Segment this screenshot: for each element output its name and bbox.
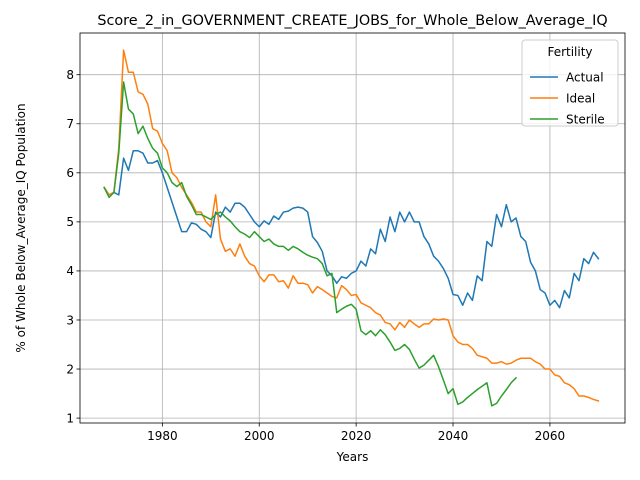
y-tick-label-2: 2 — [66, 362, 74, 376]
y-tick-label-8: 8 — [66, 68, 74, 82]
x-tick-label-2040: 2040 — [438, 429, 469, 443]
grid-layer — [80, 33, 625, 423]
legend: Fertility Actual Ideal Sterile — [521, 39, 619, 127]
y-tick-label-3: 3 — [66, 313, 74, 327]
x-tick-label-2020: 2020 — [341, 429, 372, 443]
legend-entries: Actual Ideal Sterile — [530, 70, 605, 126]
y-tick-label-6: 6 — [66, 166, 74, 180]
y-axis-label: % of Whole Below_Average_IQ Population — [14, 103, 28, 352]
legend-box — [521, 39, 619, 127]
series-line-sterile — [103, 81, 518, 407]
x-axis-label: Years — [336, 450, 369, 464]
series-layer — [103, 49, 600, 407]
chart-title: Score_2_in_GOVERNMENT_CREATE_JOBS_for_Wh… — [97, 13, 607, 29]
x-tick-label-1980: 1980 — [147, 429, 178, 443]
legend-label-ideal: Ideal — [566, 91, 595, 105]
x-tick-label-2060: 2060 — [535, 429, 566, 443]
y-tick-label-7: 7 — [66, 117, 74, 131]
y-tick-label-5: 5 — [66, 215, 74, 229]
plot-frame — [79, 32, 626, 424]
y-tick-label-4: 4 — [66, 264, 74, 278]
x-tick-label-2000: 2000 — [244, 429, 275, 443]
tick-layer: 1980 2000 2020 2040 2060 1 2 3 4 5 6 7 8 — [66, 68, 565, 443]
legend-label-sterile: Sterile — [566, 112, 605, 126]
legend-title: Fertility — [547, 45, 592, 59]
series-line-actual — [103, 149, 600, 309]
y-tick-label-1: 1 — [66, 411, 74, 425]
legend-label-actual: Actual — [566, 70, 604, 84]
